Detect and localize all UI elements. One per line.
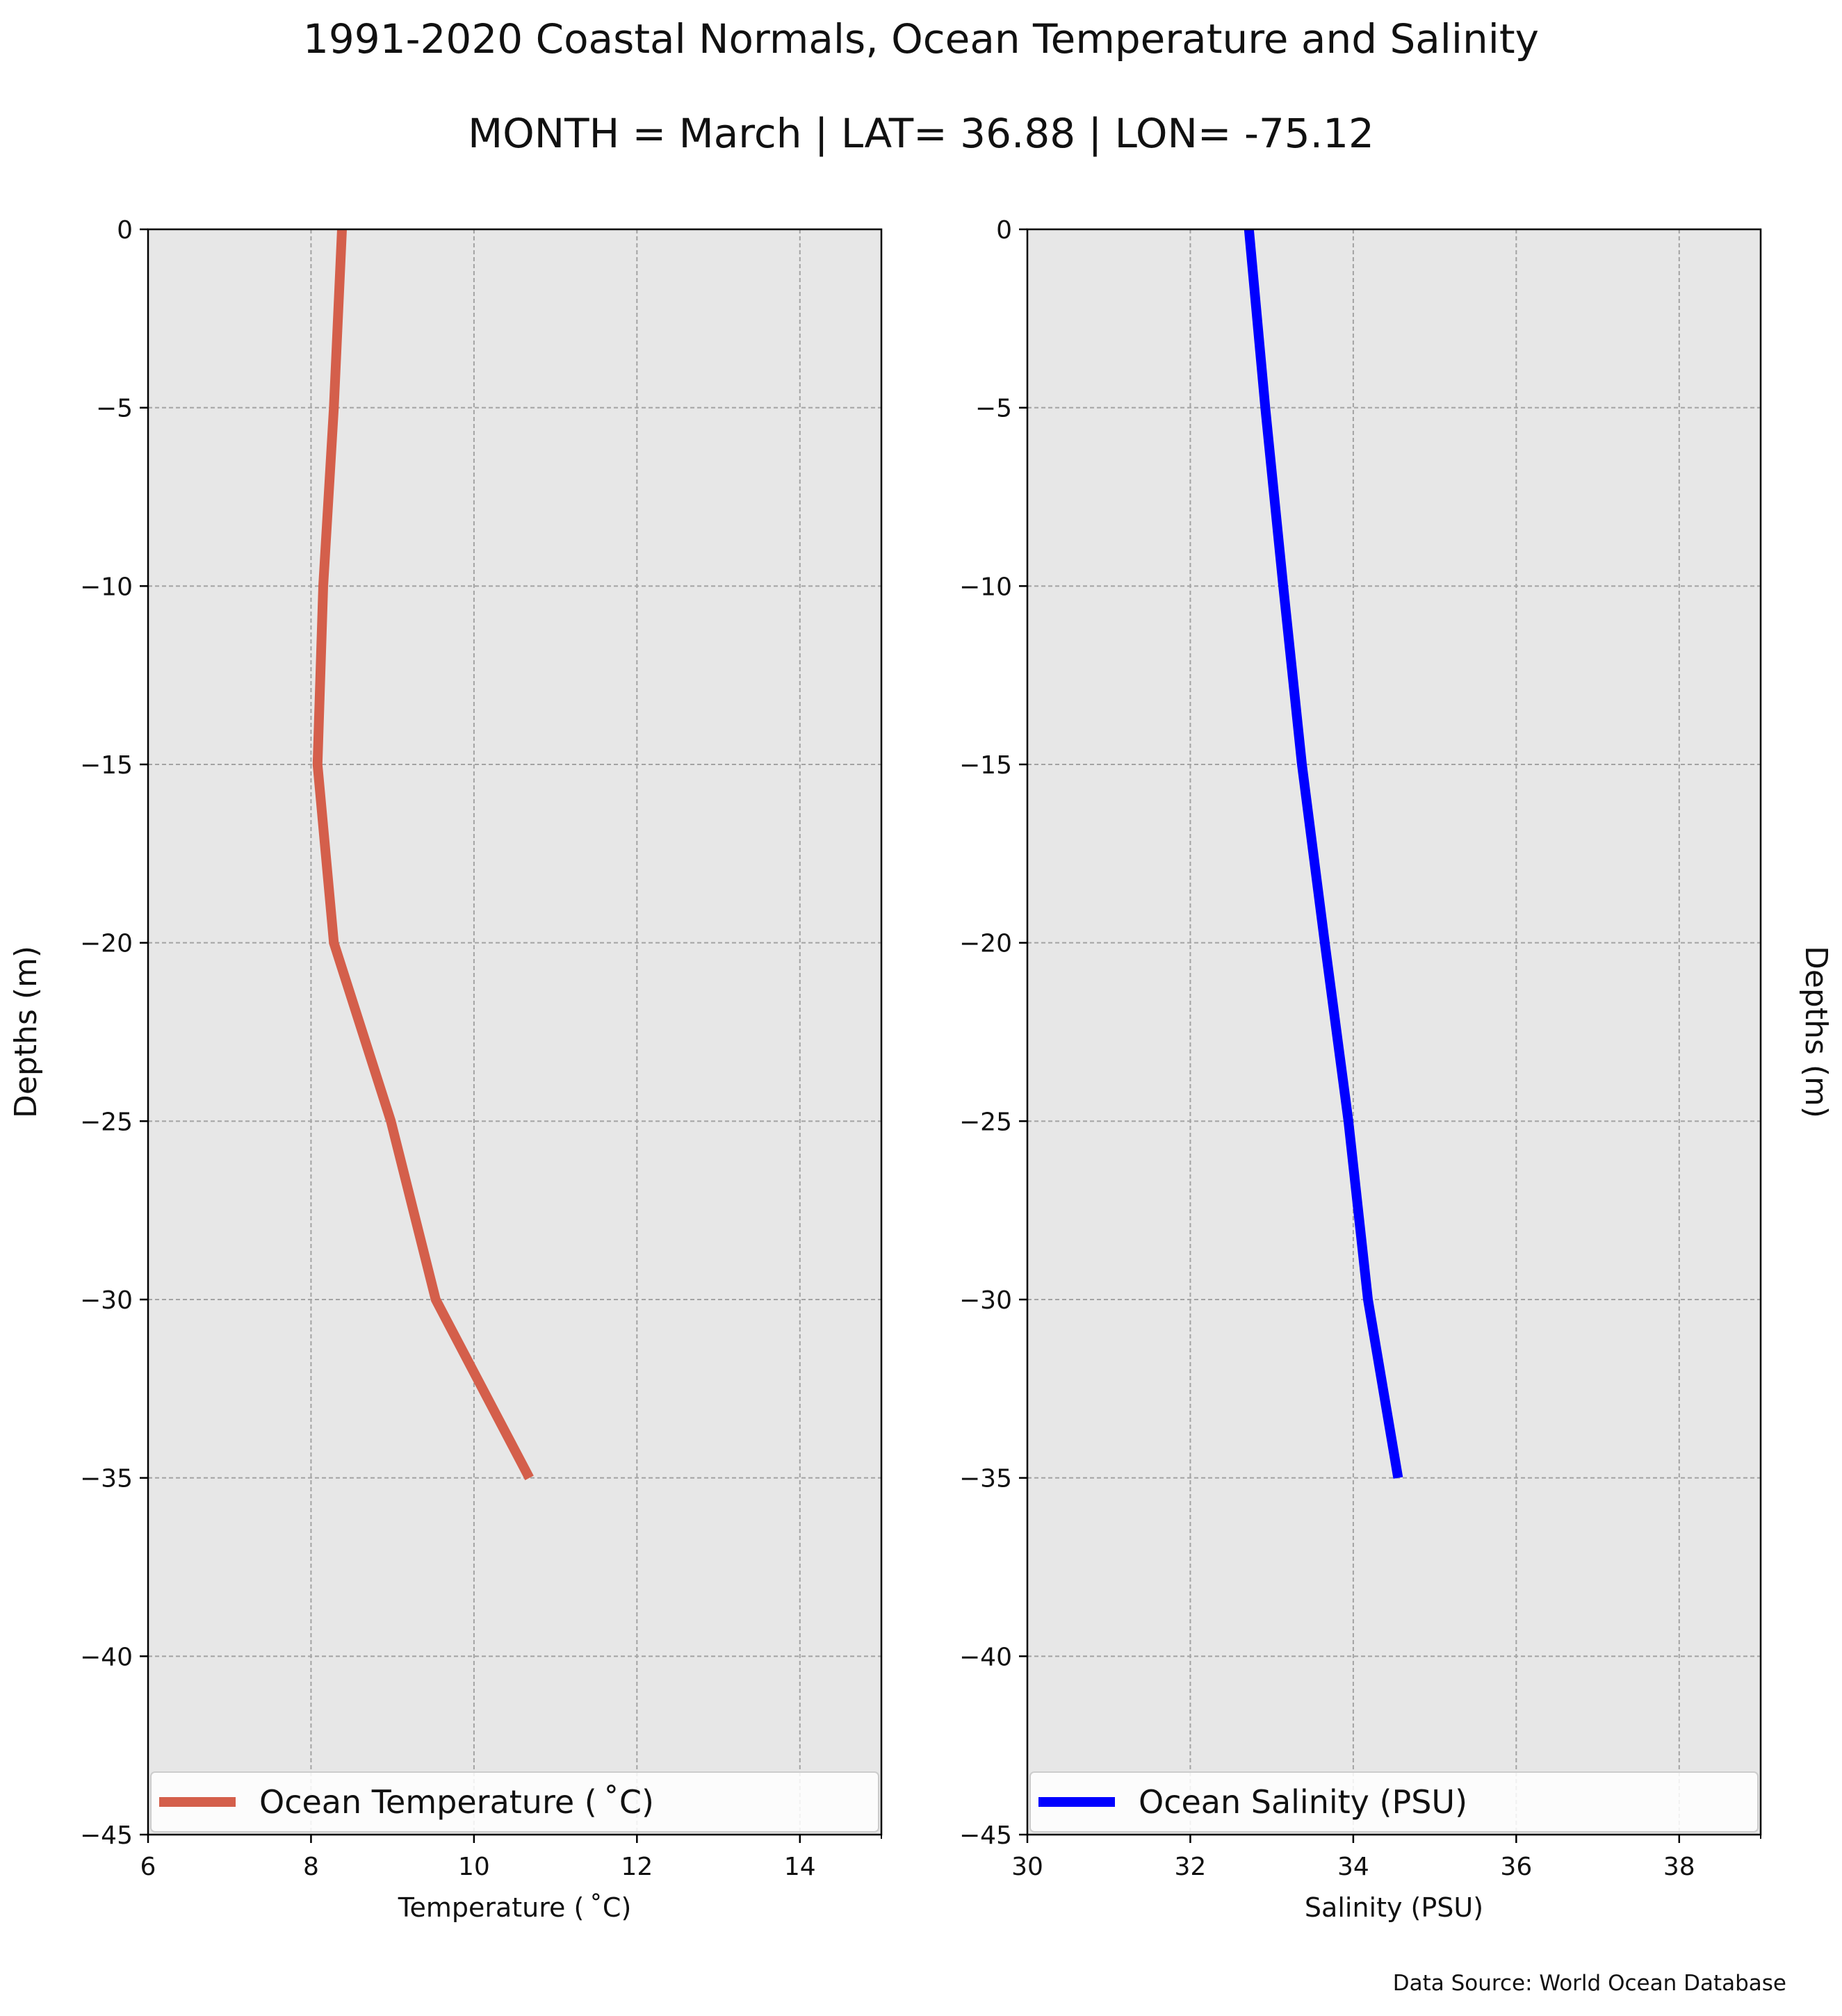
legend-label-0: Ocean Salinity (PSU) xyxy=(1139,1783,1467,1821)
y-tick-label: −35 xyxy=(959,1465,1012,1493)
y-tick-label: −40 xyxy=(959,1643,1012,1671)
x-tick-label: 38 xyxy=(1663,1853,1695,1881)
series-line-0 xyxy=(1244,229,1403,1479)
x-tick-label: 34 xyxy=(1337,1853,1369,1881)
y-tick-label: −5 xyxy=(975,395,1012,423)
y-tick-label: −25 xyxy=(959,1108,1012,1136)
axes-frame xyxy=(1026,228,1762,1836)
y-tick-label: −30 xyxy=(959,1286,1012,1315)
x-tick-label: 14 xyxy=(784,1853,816,1881)
legend-label-0: Ocean Temperature ( ˚C) xyxy=(259,1783,654,1821)
y-tick-label: −20 xyxy=(959,930,1012,958)
y-tick-label: −45 xyxy=(80,1821,133,1850)
x-tick-label: 6 xyxy=(140,1853,156,1881)
y-tick-label: −45 xyxy=(959,1821,1012,1850)
y-tick-label: −30 xyxy=(80,1286,133,1315)
legend-box xyxy=(1029,1771,1759,1833)
y-tick-label: −40 xyxy=(80,1643,133,1671)
axes-frame xyxy=(147,228,883,1836)
y-axis-label: Depths (m) xyxy=(8,946,44,1118)
y-tick-label: 0 xyxy=(996,216,1012,245)
y-tick-label: −35 xyxy=(80,1465,133,1493)
plot-background xyxy=(148,229,881,1835)
y-tick-label: −20 xyxy=(80,930,133,958)
series-line-0 xyxy=(312,229,534,1480)
x-axis-label: Salinity (PSU) xyxy=(1305,1892,1483,1923)
y-tick-label: 0 xyxy=(117,216,133,245)
y-tick-label: −15 xyxy=(80,751,133,780)
x-tick-label: 10 xyxy=(458,1853,490,1881)
y-tick-label: −5 xyxy=(96,395,133,423)
chart-subtitle: MONTH = March | LAT= 36.88 | LON= -75.12 xyxy=(468,110,1374,157)
x-tick-label: 32 xyxy=(1175,1853,1207,1881)
x-axis-label: Temperature ( ˚C) xyxy=(398,1892,632,1923)
x-tick-label: 36 xyxy=(1500,1853,1532,1881)
y-tick-label: −10 xyxy=(959,573,1012,601)
x-tick-label: 12 xyxy=(621,1853,653,1881)
source-note: Data Source: World Ocean Database xyxy=(1392,1971,1786,1996)
x-tick-label: 8 xyxy=(303,1853,319,1881)
salinity-panel: Ocean Salinity (PSU) 30 32 34 36 38 0 −5 −10 −15 −… xyxy=(959,216,1834,1923)
temperature-panel: Ocean Temperature ( ˚C) 6 8 10 12 14 0 −5 −10 −15… xyxy=(8,216,883,1923)
y-tick-label: −25 xyxy=(80,1108,133,1136)
legend-box xyxy=(150,1771,879,1833)
x-tick-label: 30 xyxy=(1011,1853,1043,1881)
y-tick-label: −15 xyxy=(959,751,1012,780)
chart-title: 1991-2020 Coastal Normals, Ocean Tempera… xyxy=(303,15,1539,63)
y-axis-label: Depths (m) xyxy=(1798,946,1834,1118)
plot-background xyxy=(1027,229,1761,1835)
y-tick-label: −10 xyxy=(80,573,133,601)
